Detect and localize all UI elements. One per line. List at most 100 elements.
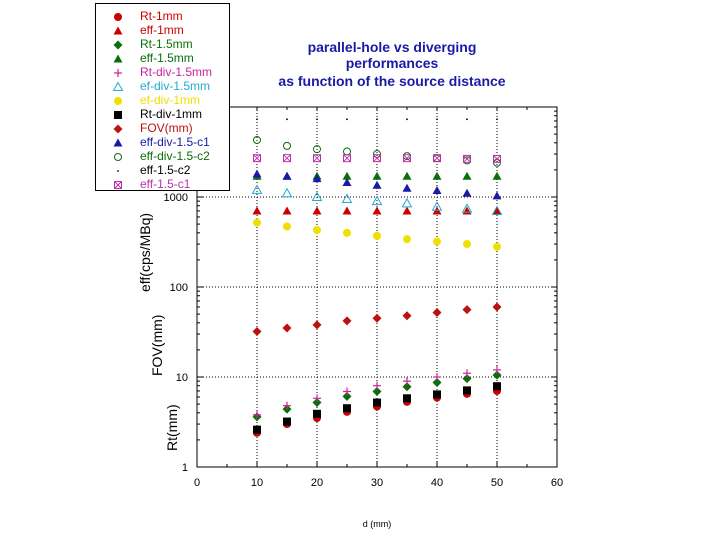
legend-label: ef-div-1.5mm [140, 79, 211, 93]
point-fov-mm [462, 305, 472, 315]
legend-item-ef-div-1mm: ef-div-1mm [96, 93, 229, 107]
point-eff-1-5-c1 [313, 154, 321, 163]
point-eff-div-1-5-c1 [462, 188, 472, 197]
chart-title-line-2: performances [346, 55, 439, 71]
point-fov-mm [282, 323, 292, 333]
point-eff-1-5mm [372, 171, 382, 180]
point-eff-1-5-c2 [346, 118, 348, 121]
legend-label: eff-1.5-c1 [140, 177, 191, 191]
point-rt-div-1-5mm [403, 377, 411, 386]
point-eff-div-1-5-c1 [342, 177, 352, 186]
legend-marker-eff-1-5-c1 [114, 181, 122, 189]
point-eff-div-1-5-c2 [283, 141, 291, 150]
x-tick-label: 60 [551, 477, 563, 489]
legend-label: Rt-1.5mm [140, 37, 193, 51]
point-rt-div-1-5mm [373, 381, 381, 390]
point-ef-div-1-5mm [251, 184, 263, 194]
point-eff-1-5-c1 [463, 154, 471, 163]
legend-label: Rt-div-1mm [140, 107, 202, 121]
point-eff-1-5-c1 [283, 154, 291, 163]
point-eff-1mm [282, 206, 292, 215]
x-tick-label: 50 [491, 477, 503, 489]
point-rt-div-1mm [373, 398, 381, 407]
legend-item-eff-div-1-5-c1: eff-div-1.5-c1 [96, 135, 229, 149]
point-eff-div-1-5-c1 [282, 171, 292, 180]
point-eff-1-5mm [342, 171, 352, 180]
point-rt-div-1-5mm [313, 394, 321, 403]
legend-item-rt-1-5mm: Rt-1.5mm [96, 37, 229, 51]
chart-title-line-1: parallel-hole vs diverging [308, 39, 477, 55]
legend-marker-eff-div-1-5-c2 [114, 153, 122, 161]
legend-marker-icon [112, 10, 124, 22]
legend-label: Rt-div-1.5mm [140, 65, 213, 79]
x-tick-label: 20 [311, 477, 323, 489]
point-eff-1mm [402, 206, 412, 215]
point-eff-1-5-c2 [496, 118, 498, 121]
legend-marker-rt-div-1mm [114, 111, 122, 119]
point-eff-1-5-c2 [466, 118, 468, 121]
point-rt-1-5mm [402, 382, 412, 392]
legend-marker-eff-div-1-5-c1 [113, 138, 123, 147]
point-eff-1-5-c1 [373, 154, 381, 163]
legend-marker-ef-div-1-5mm [112, 81, 124, 91]
legend-item-eff-1-5-c1: eff-1.5-c1 [96, 177, 229, 191]
legend-item-eff-1mm: eff-1mm [96, 23, 229, 37]
point-rt-div-1mm [403, 394, 411, 403]
point-rt-div-1-5mm [493, 365, 501, 374]
point-fov-mm [342, 316, 352, 326]
legend-marker-icon [112, 178, 124, 190]
point-eff-1-5mm [432, 171, 442, 180]
legend-marker-eff-1mm [113, 26, 123, 35]
point-ef-div-1-5mm [401, 197, 413, 208]
point-ef-div-1-5mm [461, 203, 473, 213]
point-ef-div-1mm [373, 231, 381, 240]
legend-marker-icon [112, 66, 124, 78]
legend-marker-rt-1mm [114, 13, 122, 21]
point-eff-div-1-5-c1 [492, 191, 502, 200]
y-tick-label: 10 [176, 372, 188, 384]
point-rt-div-1mm [343, 404, 351, 413]
chart-title-line-3: as function of the source distance [278, 73, 505, 89]
legend-item-rt-1mm: Rt-1mm [96, 9, 229, 23]
y-tick-label: 100 [170, 282, 188, 294]
point-fov-mm [252, 327, 262, 337]
legend-marker-icon [112, 80, 124, 92]
point-eff-1-5-c2 [256, 118, 258, 121]
point-eff-div-1-5-c1 [402, 183, 412, 192]
point-ef-div-1mm [313, 225, 321, 234]
point-eff-1-5-c2 [316, 118, 318, 121]
legend-item-eff-1-5mm: eff-1.5mm [96, 51, 229, 65]
legend-marker-ef-div-1mm [114, 97, 122, 105]
point-eff-1-5-c1 [403, 154, 411, 163]
point-eff-div-1-5-c2 [343, 147, 351, 156]
x-tick-label: 30 [371, 477, 383, 489]
point-ef-div-1mm [253, 218, 261, 227]
point-fov-mm [372, 313, 382, 323]
legend-label: eff-div-1.5-c1 [140, 135, 210, 149]
point-ef-div-1-5mm [311, 191, 323, 201]
x-tick-label: 0 [194, 477, 200, 489]
legend-marker-rt-div-1-5mm [114, 69, 122, 77]
legend-marker-fov-mm [113, 124, 123, 134]
point-eff-1mm [312, 206, 322, 215]
point-eff-1-5-c2 [286, 118, 288, 121]
legend-item-eff-div-1-5-c2: eff-div-1.5-c2 [96, 149, 229, 163]
legend-item-rt-div-1mm: Rt-div-1mm [96, 107, 229, 121]
point-rt-1-5mm [342, 391, 352, 401]
point-rt-div-1mm [253, 425, 261, 434]
point-ef-div-1-5mm [491, 205, 503, 215]
point-ef-div-1-5mm [431, 201, 443, 211]
legend-item-rt-div-1-5mm: Rt-div-1.5mm [96, 65, 229, 79]
legend-label: eff-1.5mm [140, 51, 194, 65]
legend-marker-icon [112, 122, 124, 134]
x-tick-label: 40 [431, 477, 443, 489]
legend-marker-rt-1-5mm [113, 40, 123, 50]
legend-label: FOV(mm) [140, 121, 193, 135]
point-rt-1-5mm [462, 374, 472, 384]
point-eff-div-1-5-c1 [252, 169, 262, 178]
point-eff-1-5mm [402, 171, 412, 180]
point-eff-1-5-c2 [376, 118, 378, 121]
point-rt-1-5mm [312, 398, 322, 408]
point-ef-div-1mm [433, 237, 441, 246]
